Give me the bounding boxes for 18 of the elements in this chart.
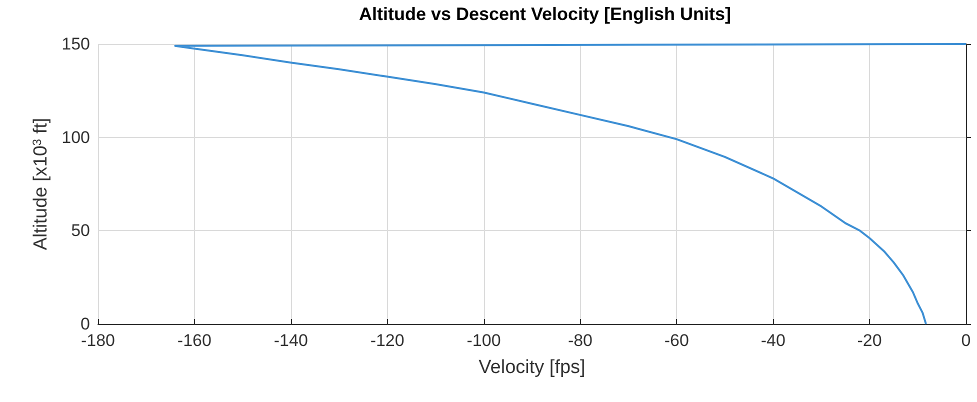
y-tick-label: 0: [80, 314, 90, 334]
x-tick-label: 0: [961, 331, 971, 350]
x-tick-label: -100: [466, 331, 501, 350]
line-series: [174, 43, 967, 325]
x-tick-label: -40: [760, 331, 786, 350]
x-tick-label: -20: [857, 331, 882, 350]
y-tick-label: 100: [62, 128, 90, 147]
x-tick-label: -140: [274, 331, 308, 350]
x-axis-title: Velocity [fps]: [478, 357, 586, 378]
x-tick-label: -120: [370, 331, 404, 350]
chart-title: Altitude vs Descent Velocity [English Units]: [358, 4, 732, 24]
y-tick-label: 150: [62, 34, 90, 54]
x-tick-label: -80: [568, 331, 593, 350]
y-axis-title: Altitude [x103 ft]: [30, 118, 52, 250]
x-tick-label: -60: [664, 331, 689, 350]
x-tick-label: -180: [80, 331, 116, 350]
y-tick-label: 50: [71, 221, 90, 240]
x-tick-label: -160: [177, 331, 212, 350]
